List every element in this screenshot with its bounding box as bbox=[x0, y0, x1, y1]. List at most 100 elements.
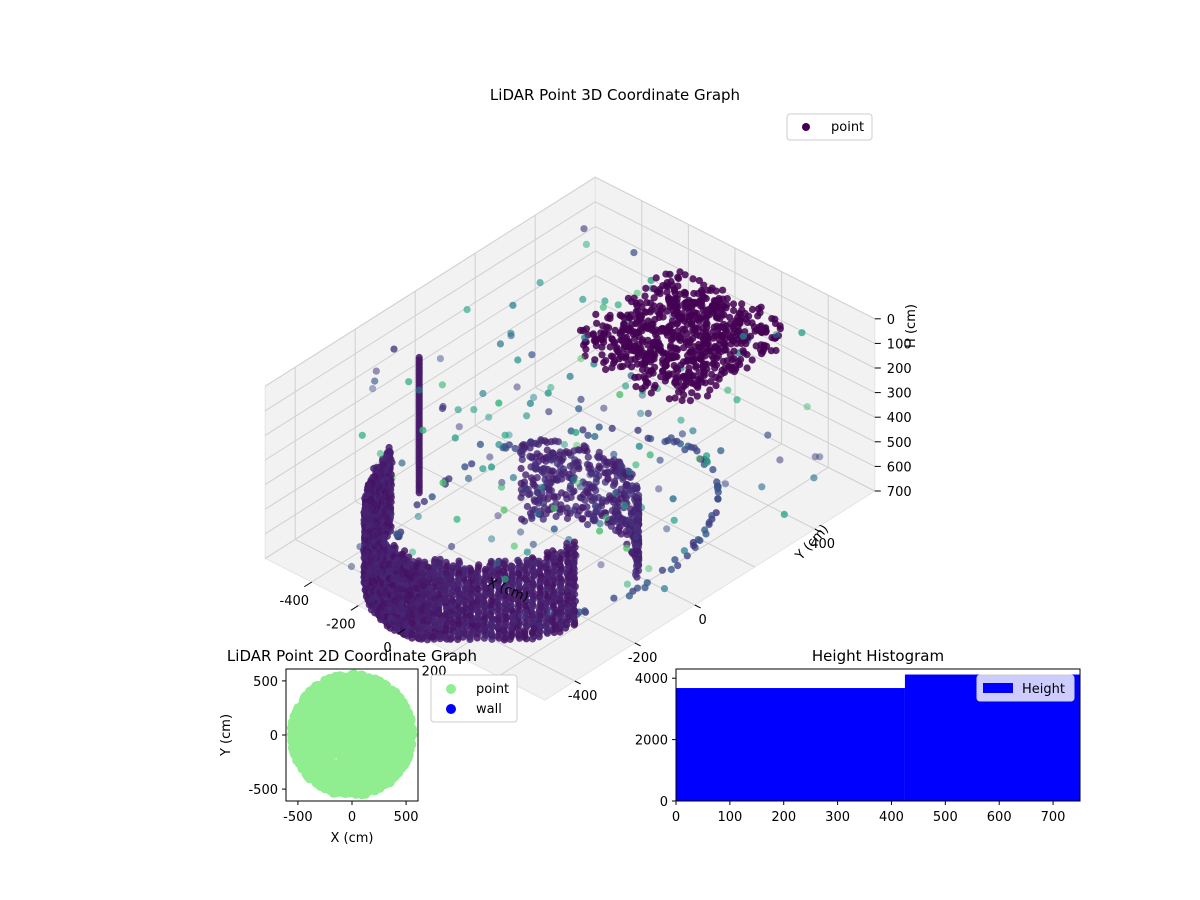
point-3d bbox=[683, 330, 691, 338]
point-3d bbox=[658, 566, 667, 574]
point-3d bbox=[620, 501, 629, 510]
point-3d bbox=[680, 547, 689, 555]
point-3d bbox=[567, 507, 576, 515]
point-3d bbox=[563, 543, 571, 551]
point-3d bbox=[600, 404, 608, 412]
point-3d bbox=[486, 453, 494, 461]
point-3d bbox=[408, 629, 416, 638]
point-3d bbox=[508, 586, 516, 595]
point-3d bbox=[681, 291, 689, 299]
h-tick-label: 600 bbox=[887, 460, 912, 475]
point-3d bbox=[720, 324, 729, 332]
point-3d bbox=[495, 399, 503, 407]
point-3d bbox=[660, 585, 669, 593]
point-3d bbox=[695, 376, 704, 384]
point-3d bbox=[616, 391, 624, 399]
point-3d bbox=[630, 294, 638, 302]
point-3d bbox=[689, 275, 697, 283]
point-3d bbox=[693, 392, 701, 400]
point-3d bbox=[700, 336, 709, 344]
point-3d bbox=[637, 314, 645, 322]
point-3d bbox=[518, 455, 526, 464]
x-tick bbox=[350, 605, 359, 611]
point-3d bbox=[466, 626, 474, 634]
point-3d bbox=[455, 619, 463, 627]
point-3d bbox=[425, 615, 433, 623]
point-3d bbox=[463, 306, 471, 314]
point-3d bbox=[608, 424, 616, 432]
point-3d bbox=[591, 432, 599, 441]
point-3d bbox=[541, 476, 549, 484]
point-3d bbox=[549, 619, 557, 627]
point-3d bbox=[527, 463, 535, 471]
point-3d bbox=[399, 550, 407, 558]
point-3d bbox=[652, 274, 660, 282]
point-3d bbox=[546, 608, 554, 616]
point-3d bbox=[474, 622, 482, 630]
point-3d bbox=[501, 634, 509, 642]
point-3d bbox=[424, 577, 432, 586]
point-3d bbox=[563, 614, 572, 622]
point-3d bbox=[488, 614, 496, 622]
point-3d bbox=[670, 310, 678, 318]
point-3d bbox=[518, 515, 526, 523]
point-3d bbox=[656, 290, 664, 298]
grid-line-h bbox=[264, 201, 596, 412]
point-3d bbox=[599, 303, 607, 311]
point-3d bbox=[723, 357, 731, 365]
point-3d bbox=[631, 355, 639, 363]
point-3d bbox=[592, 487, 600, 495]
point-3d bbox=[651, 363, 659, 371]
grid-line-h bbox=[264, 299, 596, 510]
point-3d bbox=[616, 330, 624, 338]
point-3d bbox=[509, 301, 517, 309]
chart-2d-title: LiDAR Point 2D Coordinate Graph bbox=[227, 647, 477, 665]
grid-line-h bbox=[264, 176, 596, 387]
point-3d bbox=[647, 299, 655, 307]
point-3d bbox=[473, 634, 481, 642]
point-3d bbox=[710, 348, 718, 356]
point-3d bbox=[464, 474, 473, 482]
point-3d bbox=[562, 565, 570, 574]
y-tick-label: 0 bbox=[698, 613, 706, 628]
point-3d bbox=[673, 353, 681, 361]
point-3d bbox=[556, 594, 564, 602]
point-3d bbox=[685, 364, 693, 372]
point-3d bbox=[389, 582, 397, 590]
point-3d bbox=[535, 557, 543, 565]
point-3d bbox=[669, 370, 677, 378]
point-3d bbox=[485, 413, 493, 421]
point-3d bbox=[481, 583, 489, 591]
point-3d bbox=[657, 347, 665, 355]
point-3d bbox=[576, 326, 585, 334]
point-3d bbox=[358, 431, 366, 439]
point-3d bbox=[526, 509, 535, 517]
point-3d bbox=[699, 363, 707, 371]
point-3d bbox=[362, 502, 370, 510]
point-3d bbox=[637, 344, 645, 352]
point-3d bbox=[487, 557, 495, 566]
point-3d bbox=[633, 484, 641, 492]
point-3d bbox=[595, 423, 603, 431]
point-3d bbox=[390, 541, 398, 550]
point-3d bbox=[798, 329, 806, 337]
point-3d bbox=[494, 632, 502, 640]
point-3d bbox=[597, 561, 605, 569]
point-3d bbox=[529, 579, 537, 587]
point-3d bbox=[622, 353, 630, 361]
point-3d bbox=[681, 271, 689, 279]
point-3d bbox=[670, 287, 679, 295]
point-3d bbox=[510, 542, 518, 550]
point-3d bbox=[381, 534, 389, 542]
point-3d bbox=[713, 312, 721, 320]
point-3d bbox=[347, 562, 356, 571]
point-3d bbox=[647, 358, 655, 366]
point-3d bbox=[632, 533, 640, 541]
point-3d bbox=[550, 525, 558, 533]
point-3d bbox=[642, 284, 650, 292]
point-3d bbox=[560, 440, 569, 449]
point-3d bbox=[675, 274, 683, 283]
point-3d bbox=[745, 312, 753, 320]
point-3d bbox=[521, 602, 529, 610]
point-3d bbox=[523, 559, 531, 567]
